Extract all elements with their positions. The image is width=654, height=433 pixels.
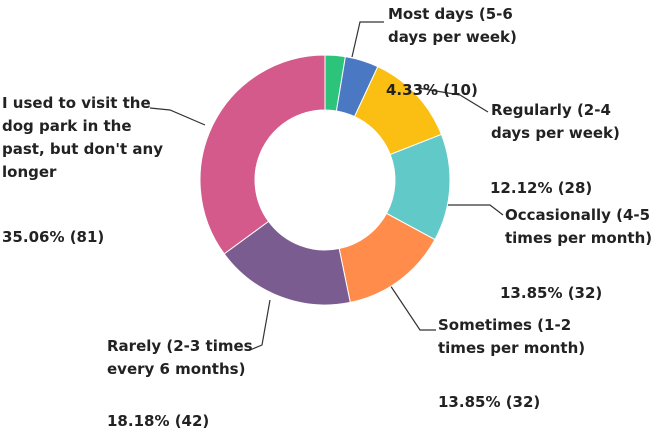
- leader-lines: [149, 21, 504, 351]
- category-label: Occasionally (4-5 times per month): [505, 206, 653, 247]
- leader-line: [149, 107, 206, 126]
- leader-line: [440, 204, 504, 216]
- category-label: Most days (5-6 days per week): [388, 5, 517, 46]
- donut-slice: [199, 54, 326, 255]
- value-label: 35.06% (81): [2, 228, 105, 246]
- category-label: Rarely (2-3 times every 6 months): [107, 337, 253, 378]
- leader-line: [249, 299, 271, 351]
- value-label: 13.85% (32): [500, 284, 603, 302]
- value-label: 12.12% (28): [490, 179, 593, 197]
- category-label: I used to visit the dog park in the past…: [2, 94, 163, 181]
- category-label: Sometimes (1-2 times per month): [438, 316, 586, 357]
- value-label: 18.18% (42): [107, 412, 210, 430]
- leader-line: [351, 21, 384, 58]
- donut: [199, 54, 451, 306]
- page: {"chart_data": {"type": "donut", "catego…: [2, 5, 653, 430]
- leader-line: [417, 87, 489, 113]
- value-label: 13.85% (32): [438, 393, 541, 411]
- value-label: 4.33% (10): [386, 81, 478, 99]
- chart: [149, 21, 504, 351]
- category-label: Regularly (2-4 days per week): [491, 101, 620, 142]
- leader-line: [389, 284, 436, 331]
